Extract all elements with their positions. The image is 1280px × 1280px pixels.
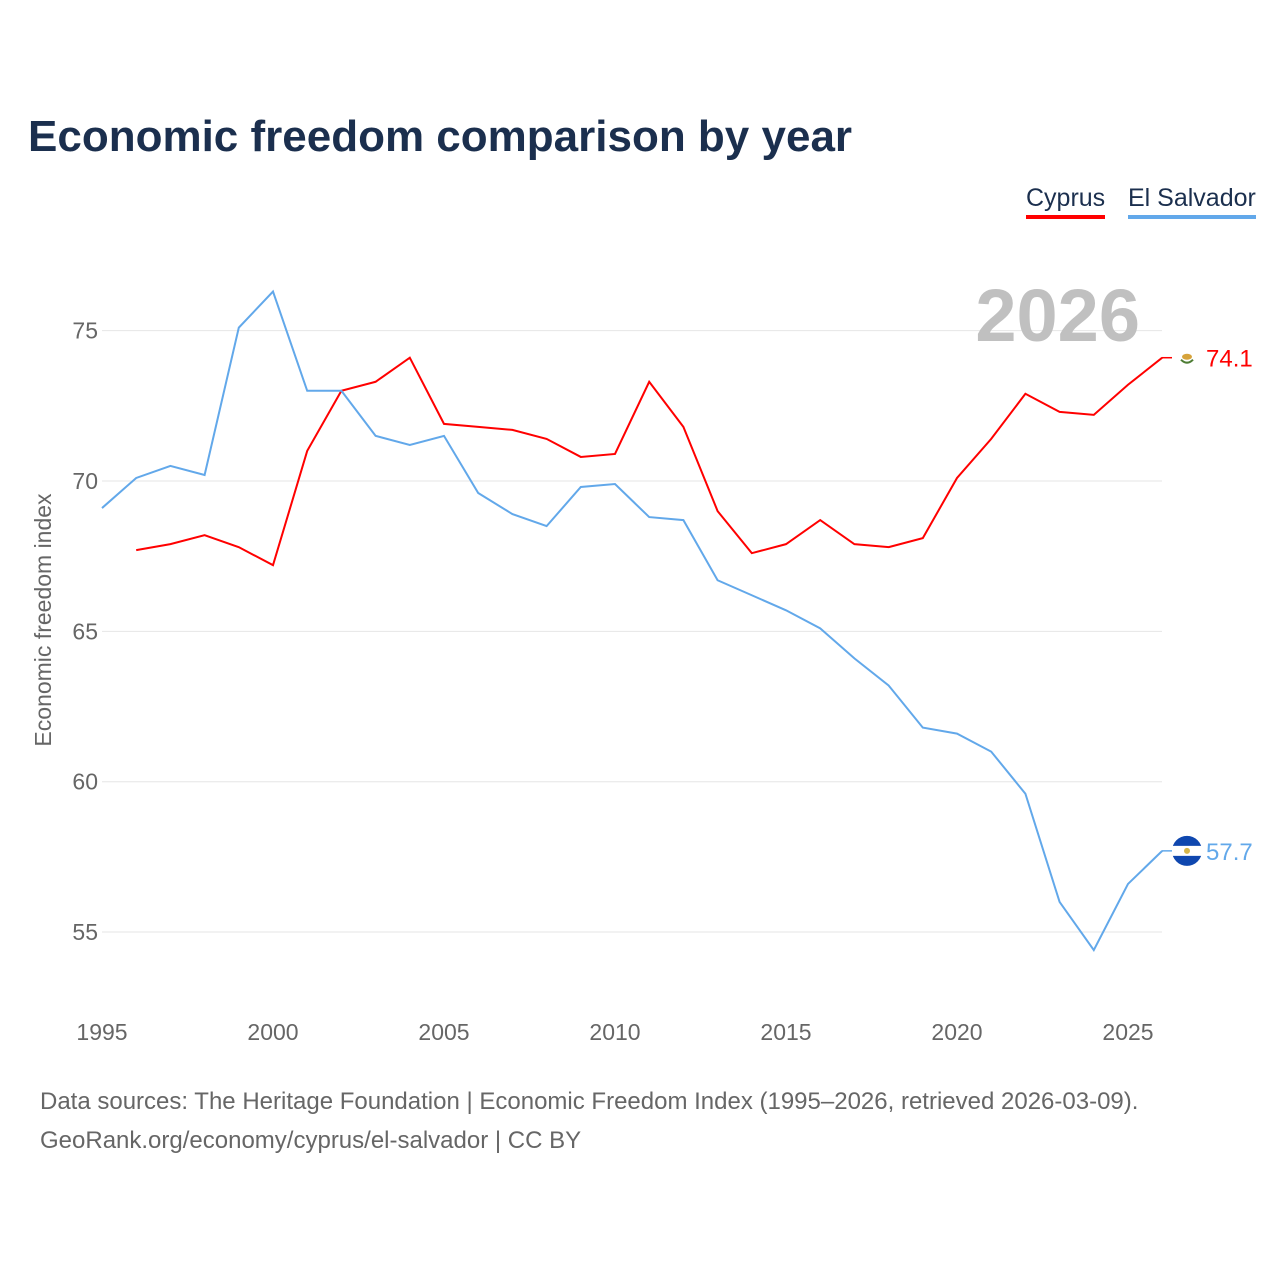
series-line-el-salvador: [101, 289, 1163, 953]
x-tick-label: 2000: [247, 1019, 298, 1045]
x-tick-label: 1995: [76, 1019, 127, 1045]
year-watermark: 2026: [975, 274, 1140, 357]
series-line-cyprus: [136, 356, 1163, 567]
x-tick-label: 2020: [931, 1019, 982, 1045]
footer-attribution: GeoRank.org/economy/cyprus/el-salvador |…: [40, 1127, 582, 1154]
cyprus-flag-icon: [1178, 348, 1196, 367]
y-tick-label: 60: [72, 769, 98, 795]
y-tick-label: 65: [72, 618, 98, 644]
x-tick-label: 2025: [1102, 1019, 1153, 1045]
footer-sources: Data sources: The Heritage Foundation | …: [40, 1088, 1139, 1115]
legend-cyprus[interactable]: Cyprus: [1026, 184, 1106, 219]
y-tick-label: 55: [72, 919, 98, 945]
el-salvador-flag-icon: [1172, 835, 1202, 866]
y-axis-label: Economic freedom index: [30, 493, 56, 747]
end-value-label: 57.7: [1206, 839, 1253, 866]
x-tick-label: 2015: [760, 1019, 811, 1045]
end-value-label: 74.1: [1206, 346, 1253, 373]
legend-el-salvador[interactable]: El Salvador: [1128, 184, 1256, 219]
y-tick-label: 70: [72, 468, 98, 494]
x-tick-label: 2005: [418, 1019, 469, 1045]
y-tick-label: 75: [72, 318, 98, 344]
chart-title: Economic freedom comparison by year: [28, 112, 853, 161]
x-tick-label: 2010: [589, 1019, 640, 1045]
